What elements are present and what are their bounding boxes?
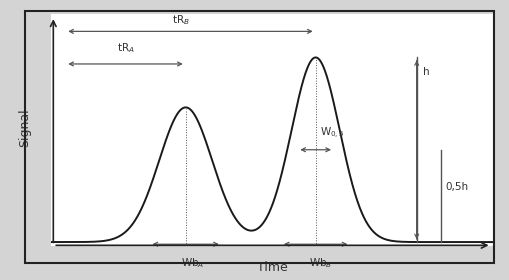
Text: Wb$_A$: Wb$_A$	[181, 256, 205, 270]
Text: W$_{0,5}$: W$_{0,5}$	[320, 126, 345, 141]
Text: 0,5h: 0,5h	[445, 182, 469, 192]
Text: Wb$_B$: Wb$_B$	[308, 256, 332, 270]
Text: tR$_B$: tR$_B$	[172, 13, 190, 27]
Text: Time: Time	[257, 260, 288, 274]
Text: tR$_A$: tR$_A$	[117, 41, 134, 55]
Text: Signal: Signal	[18, 109, 31, 147]
Text: h: h	[423, 67, 430, 77]
